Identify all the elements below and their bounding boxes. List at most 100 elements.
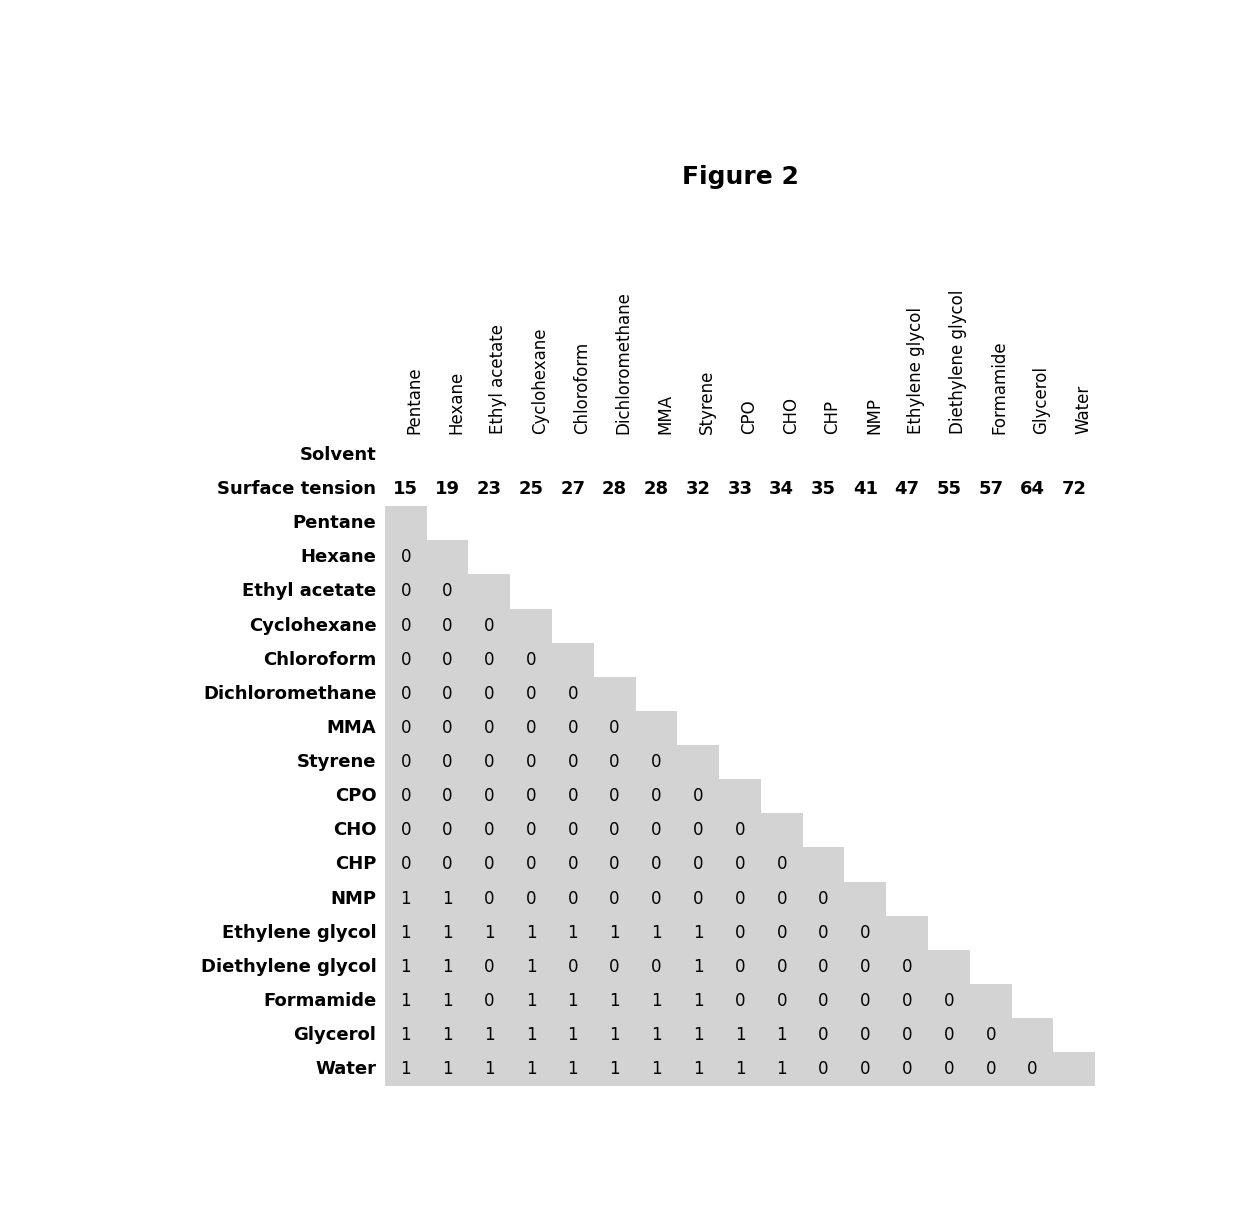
Text: 0: 0 [776, 992, 787, 1010]
Bar [719, 779, 761, 813]
Text: 0: 0 [901, 957, 913, 976]
Text: 25: 25 [518, 480, 543, 498]
Bar [594, 950, 635, 984]
Text: 0: 0 [443, 822, 453, 839]
Text: 0: 0 [484, 787, 495, 806]
Text: 0: 0 [693, 855, 703, 873]
Text: 0: 0 [401, 753, 410, 771]
Text: 55: 55 [936, 480, 961, 498]
Text: 0: 0 [443, 616, 453, 634]
Bar [510, 1052, 552, 1087]
Text: 0: 0 [526, 855, 536, 873]
Text: Chloroform: Chloroform [573, 342, 590, 435]
Bar [384, 950, 427, 984]
Text: 0: 0 [735, 957, 745, 976]
Bar [802, 950, 844, 984]
Text: 1: 1 [401, 957, 410, 976]
Text: 0: 0 [901, 992, 913, 1010]
Bar [552, 745, 594, 779]
Text: 1: 1 [526, 1061, 537, 1078]
Text: 1: 1 [484, 1061, 495, 1078]
Bar [552, 882, 594, 915]
Bar [928, 984, 970, 1018]
Bar [427, 711, 469, 745]
Bar [594, 676, 635, 711]
Text: 28: 28 [603, 480, 627, 498]
Bar [677, 1052, 719, 1087]
Text: Chloroform: Chloroform [263, 650, 377, 669]
Bar [384, 915, 427, 950]
Text: 1: 1 [526, 957, 537, 976]
Text: Glycerol: Glycerol [1033, 366, 1050, 435]
Text: 0: 0 [484, 890, 495, 908]
Text: 1: 1 [693, 1026, 703, 1044]
Bar [844, 882, 887, 915]
Bar [427, 1052, 469, 1087]
Bar [469, 915, 510, 950]
Text: 0: 0 [484, 616, 495, 634]
Text: 1: 1 [401, 1026, 410, 1044]
Bar [970, 1018, 1012, 1052]
Bar [594, 882, 635, 915]
Bar [594, 848, 635, 882]
Text: 1: 1 [526, 924, 537, 941]
Text: 1: 1 [443, 957, 453, 976]
Text: 0: 0 [568, 855, 578, 873]
Text: 0: 0 [818, 957, 828, 976]
Text: 0: 0 [401, 583, 410, 600]
Bar [469, 984, 510, 1018]
Bar [594, 984, 635, 1018]
Text: 0: 0 [568, 890, 578, 908]
Text: 1: 1 [609, 992, 620, 1010]
Text: Hexane: Hexane [448, 371, 465, 435]
Text: Ethyl acetate: Ethyl acetate [490, 324, 507, 435]
Text: 0: 0 [651, 957, 662, 976]
Text: 1: 1 [776, 1026, 787, 1044]
Bar [510, 984, 552, 1018]
Text: 0: 0 [401, 548, 410, 567]
Text: 0: 0 [443, 583, 453, 600]
Bar [384, 609, 427, 643]
Text: Water: Water [1074, 386, 1092, 435]
Text: 0: 0 [818, 924, 828, 941]
Text: 0: 0 [651, 822, 662, 839]
Bar [970, 984, 1012, 1018]
Text: 64: 64 [1021, 480, 1045, 498]
Bar [510, 1018, 552, 1052]
Text: 47: 47 [894, 480, 920, 498]
Bar [677, 915, 719, 950]
Bar [384, 541, 427, 574]
Text: 1: 1 [693, 1061, 703, 1078]
Text: 0: 0 [484, 855, 495, 873]
Text: MMA: MMA [656, 394, 675, 435]
Bar [427, 848, 469, 882]
Text: 0: 0 [526, 890, 536, 908]
Bar [594, 1052, 635, 1087]
Text: 1: 1 [568, 1026, 578, 1044]
Text: 0: 0 [526, 753, 536, 771]
Bar [427, 882, 469, 915]
Bar [719, 915, 761, 950]
Text: Cyclohexane: Cyclohexane [249, 616, 377, 634]
Text: 23: 23 [476, 480, 502, 498]
Text: 0: 0 [901, 1061, 913, 1078]
Text: 0: 0 [861, 957, 870, 976]
Bar [552, 950, 594, 984]
Bar [844, 984, 887, 1018]
Text: 0: 0 [651, 890, 662, 908]
Text: 0: 0 [651, 787, 662, 806]
Bar [677, 984, 719, 1018]
Text: 0: 0 [526, 822, 536, 839]
Bar [384, 779, 427, 813]
Bar [844, 950, 887, 984]
Text: 1: 1 [693, 992, 703, 1010]
Text: 0: 0 [484, 992, 495, 1010]
Text: 0: 0 [986, 1026, 996, 1044]
Bar [635, 882, 677, 915]
Text: 0: 0 [484, 957, 495, 976]
Bar [384, 643, 427, 676]
Bar [510, 915, 552, 950]
Text: 1: 1 [401, 890, 410, 908]
Text: 1: 1 [734, 1061, 745, 1078]
Text: 1: 1 [443, 1061, 453, 1078]
